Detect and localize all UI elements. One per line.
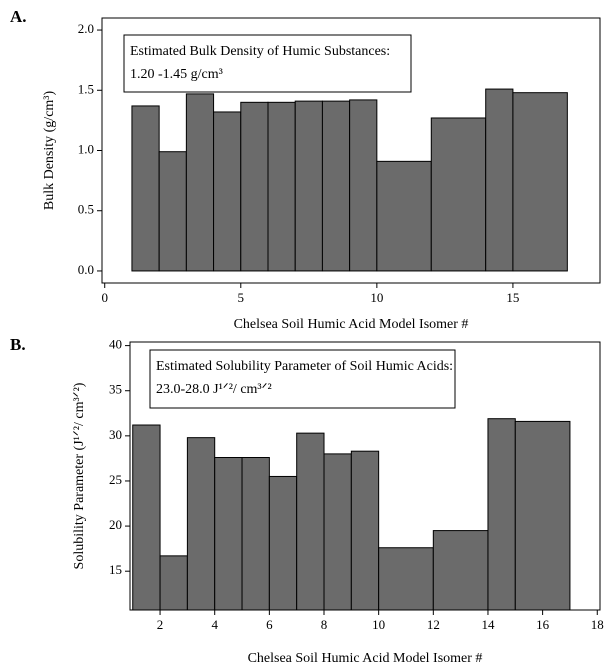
y-tick-label: 25 xyxy=(109,472,122,487)
bar xyxy=(267,101,296,272)
bar xyxy=(241,457,270,611)
x-tick-label: 12 xyxy=(427,617,440,632)
bar xyxy=(158,151,187,272)
bar xyxy=(132,424,161,611)
annotation-box xyxy=(149,349,456,409)
y-tick-label: 1.0 xyxy=(78,141,94,156)
bar xyxy=(268,475,298,611)
annotation-text: 23.0-28.0 J¹ᐟ²/ cm³ᐟ² xyxy=(156,382,272,397)
bar xyxy=(485,88,514,272)
x-tick-label: 8 xyxy=(321,617,328,632)
bar xyxy=(487,418,516,611)
x-tick-label: 5 xyxy=(238,290,245,305)
x-tick-label: 10 xyxy=(372,617,385,632)
y-tick-label: 2.0 xyxy=(78,21,94,36)
bar xyxy=(186,437,216,611)
y-tick-label: 0.0 xyxy=(78,262,94,277)
bar xyxy=(294,100,323,272)
annotation-box xyxy=(123,34,412,93)
y-tick-label: 15 xyxy=(109,562,122,577)
bar xyxy=(213,111,242,272)
annotation-text: Estimated Bulk Density of Humic Substanc… xyxy=(130,44,390,59)
y-tick-label: 0.5 xyxy=(78,202,94,217)
bar xyxy=(430,117,487,272)
x-tick-label: 15 xyxy=(506,290,519,305)
x-tick-label: 2 xyxy=(157,617,164,632)
x-tick-label: 10 xyxy=(370,290,383,305)
plot-frame xyxy=(129,341,601,611)
panel-label: A. xyxy=(10,7,27,26)
bar xyxy=(296,432,325,611)
bar xyxy=(512,92,568,272)
bar xyxy=(376,160,432,272)
bar xyxy=(240,101,269,272)
y-tick-label: 1.5 xyxy=(78,81,94,96)
annotation-text: 1.20 -1.45 g/cm³ xyxy=(130,67,223,82)
panel-label: B. xyxy=(10,335,26,354)
y-axis-label: Solubility Parameter (J¹ᐟ²/ cm³ᐟ²) xyxy=(72,382,87,569)
bar xyxy=(185,93,215,272)
bar xyxy=(350,450,380,611)
y-tick-label: 20 xyxy=(109,517,122,532)
x-tick-label: 0 xyxy=(101,290,108,305)
x-tick-label: 14 xyxy=(481,617,495,632)
y-tick-label: 40 xyxy=(109,337,122,352)
y-tick-label: 30 xyxy=(109,427,122,442)
bar xyxy=(214,457,243,611)
bar xyxy=(432,530,489,611)
y-axis-label: Bulk Density (g/cm³) xyxy=(42,91,57,211)
x-tick-label: 18 xyxy=(591,617,604,632)
bar xyxy=(323,453,352,611)
bar xyxy=(131,105,160,272)
bar xyxy=(321,100,351,272)
x-axis-label: Chelsea Soil Humic Acid Model Isomer # xyxy=(248,651,483,666)
x-tick-label: 4 xyxy=(211,617,218,632)
x-tick-label: 6 xyxy=(266,617,273,632)
x-axis-label: Chelsea Soil Humic Acid Model Isomer # xyxy=(234,317,469,332)
bar xyxy=(514,420,571,611)
annotation-text: Estimated Solubility Parameter of Soil H… xyxy=(156,359,453,374)
bar xyxy=(159,555,188,611)
y-tick-label: 35 xyxy=(109,382,122,397)
bar xyxy=(349,99,378,272)
bar xyxy=(378,547,434,611)
x-tick-label: 16 xyxy=(536,617,550,632)
